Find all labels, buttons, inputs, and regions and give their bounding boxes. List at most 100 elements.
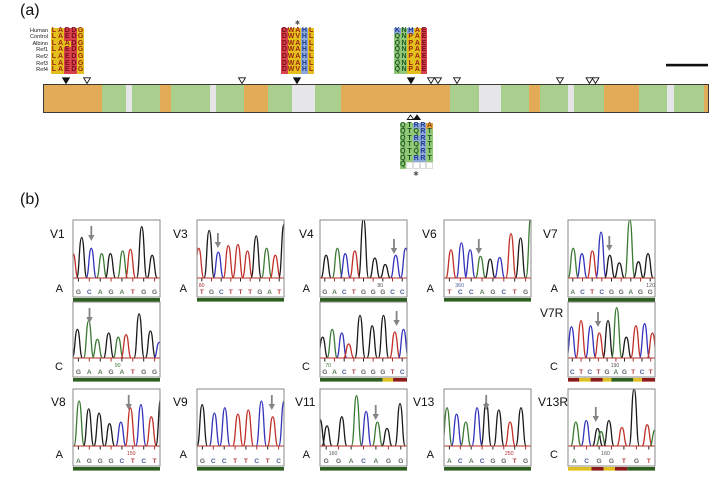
svg-text:G: G bbox=[87, 458, 92, 465]
svg-text:G: G bbox=[361, 369, 366, 376]
svg-text:G: G bbox=[336, 458, 341, 465]
svg-text:C: C bbox=[580, 289, 585, 296]
svg-text:C: C bbox=[276, 458, 281, 465]
svg-text:G: G bbox=[609, 289, 614, 296]
svg-text:A: A bbox=[480, 289, 485, 296]
svg-text:G: G bbox=[152, 369, 157, 376]
svg-text:A: A bbox=[469, 458, 474, 465]
svg-text:C: C bbox=[599, 289, 604, 296]
svg-text:A: A bbox=[374, 458, 379, 465]
svg-text:T: T bbox=[590, 289, 594, 296]
svg-text:G: G bbox=[371, 289, 376, 296]
svg-text:G: G bbox=[322, 369, 327, 376]
svg-text:C: C bbox=[141, 458, 146, 465]
svg-text:T: T bbox=[513, 458, 517, 465]
svg-text:C: C bbox=[219, 289, 224, 296]
svg-text:G: G bbox=[490, 289, 495, 296]
svg-text:T: T bbox=[153, 458, 157, 465]
svg-text:C: C bbox=[400, 369, 405, 376]
svg-text:G: G bbox=[501, 458, 506, 465]
svg-text:90: 90 bbox=[115, 363, 121, 369]
svg-text:C: C bbox=[211, 458, 216, 465]
svg-text:T: T bbox=[447, 289, 451, 296]
svg-text:C: C bbox=[120, 458, 125, 465]
svg-text:C: C bbox=[254, 458, 259, 465]
svg-text:C: C bbox=[587, 369, 592, 376]
svg-text:G: G bbox=[490, 458, 495, 465]
svg-text:C: C bbox=[342, 289, 347, 296]
svg-text:C: C bbox=[458, 458, 463, 465]
svg-text:T: T bbox=[596, 369, 600, 376]
svg-text:70: 70 bbox=[325, 363, 331, 369]
svg-text:G: G bbox=[109, 369, 114, 376]
svg-text:G: G bbox=[597, 458, 602, 465]
svg-text:C: C bbox=[480, 458, 485, 465]
svg-text:T: T bbox=[647, 458, 651, 465]
svg-text:160: 160 bbox=[329, 451, 338, 457]
svg-text:120: 120 bbox=[646, 283, 655, 289]
svg-text:T: T bbox=[622, 458, 626, 465]
svg-text:T: T bbox=[390, 369, 394, 376]
svg-text:T: T bbox=[649, 369, 653, 376]
svg-text:190: 190 bbox=[611, 363, 620, 369]
svg-text:T: T bbox=[131, 458, 135, 465]
svg-text:A: A bbox=[570, 289, 575, 296]
svg-text:G: G bbox=[152, 289, 157, 296]
svg-text:G: G bbox=[76, 289, 81, 296]
svg-text:G: G bbox=[109, 289, 114, 296]
svg-text:A: A bbox=[76, 458, 81, 465]
svg-text:G: G bbox=[371, 369, 376, 376]
svg-text:C: C bbox=[584, 458, 589, 465]
svg-text:80: 80 bbox=[199, 283, 205, 289]
svg-text:G: G bbox=[609, 458, 614, 465]
svg-text:C: C bbox=[222, 458, 227, 465]
svg-text:G: G bbox=[605, 369, 610, 376]
svg-text:250: 250 bbox=[505, 451, 514, 457]
svg-text:T: T bbox=[244, 458, 248, 465]
svg-text:A: A bbox=[572, 458, 577, 465]
svg-text:T: T bbox=[131, 289, 135, 296]
svg-text:T: T bbox=[229, 289, 233, 296]
svg-text:C: C bbox=[458, 289, 463, 296]
svg-text:A: A bbox=[628, 289, 633, 296]
svg-text:T: T bbox=[277, 289, 281, 296]
svg-text:C: C bbox=[640, 369, 645, 376]
svg-text:160: 160 bbox=[601, 451, 610, 457]
svg-text:C: C bbox=[342, 369, 347, 376]
svg-text:A: A bbox=[332, 289, 337, 296]
svg-text:G: G bbox=[109, 458, 114, 465]
svg-text:G: G bbox=[322, 289, 327, 296]
svg-text:G: G bbox=[98, 458, 103, 465]
svg-text:G: G bbox=[648, 289, 653, 296]
svg-text:T: T bbox=[131, 369, 135, 376]
svg-text:G: G bbox=[141, 369, 146, 376]
svg-text:A: A bbox=[267, 289, 272, 296]
svg-text:T: T bbox=[200, 289, 204, 296]
svg-text:G: G bbox=[361, 289, 366, 296]
svg-text:A: A bbox=[98, 289, 103, 296]
svg-text:A: A bbox=[614, 369, 619, 376]
svg-text:C: C bbox=[469, 289, 474, 296]
svg-text:C: C bbox=[390, 289, 395, 296]
svg-text:C: C bbox=[361, 458, 366, 465]
svg-text:T: T bbox=[631, 369, 635, 376]
svg-text:A: A bbox=[349, 458, 354, 465]
svg-text:G: G bbox=[398, 458, 403, 465]
svg-text:G: G bbox=[76, 369, 81, 376]
svg-text:T: T bbox=[352, 289, 356, 296]
svg-text:G: G bbox=[257, 289, 262, 296]
svg-text:A: A bbox=[98, 369, 103, 376]
svg-text:C: C bbox=[87, 289, 92, 296]
svg-text:A: A bbox=[447, 458, 452, 465]
svg-text:T: T bbox=[579, 369, 583, 376]
svg-text:G: G bbox=[634, 458, 639, 465]
svg-text:C: C bbox=[501, 289, 506, 296]
svg-text:T: T bbox=[248, 289, 252, 296]
svg-text:G: G bbox=[141, 289, 146, 296]
svg-text:T: T bbox=[266, 458, 270, 465]
svg-text:G: G bbox=[209, 289, 214, 296]
svg-text:A: A bbox=[120, 289, 125, 296]
svg-text:G: G bbox=[619, 289, 624, 296]
svg-text:A: A bbox=[120, 369, 125, 376]
svg-text:G: G bbox=[523, 289, 528, 296]
